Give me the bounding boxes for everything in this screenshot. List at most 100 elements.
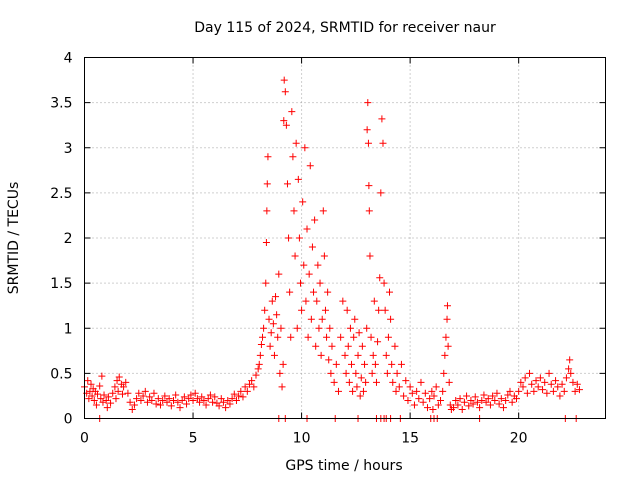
- data-point: [391, 342, 399, 350]
- y-tick-label: 3.5: [50, 96, 72, 112]
- data-point: [413, 387, 421, 395]
- data-point: [269, 320, 277, 328]
- data-point: [370, 297, 378, 305]
- data-point: [187, 391, 195, 399]
- data-point: [191, 389, 199, 397]
- data-point: [375, 306, 383, 314]
- data-point: [478, 396, 486, 404]
- data-point: [320, 252, 328, 260]
- data-point: [554, 383, 562, 391]
- data-point: [356, 392, 364, 400]
- x-tick-label: 20: [510, 431, 528, 447]
- data-point: [278, 383, 286, 391]
- data-point: [324, 288, 332, 296]
- data-point: [556, 392, 564, 400]
- data-point: [316, 279, 324, 287]
- data-point: [163, 398, 171, 406]
- data-point: [228, 395, 236, 403]
- data-point: [421, 389, 429, 397]
- data-point: [486, 401, 494, 409]
- data-point: [204, 395, 212, 403]
- data-point: [365, 182, 373, 190]
- data-point: [270, 351, 278, 359]
- data-point: [299, 198, 307, 206]
- data-point: [440, 369, 448, 377]
- data-point: [290, 207, 298, 215]
- data-point: [534, 383, 542, 391]
- data-point: [358, 342, 366, 350]
- data-point: [273, 311, 281, 319]
- data-point: [209, 398, 217, 406]
- data-point: [417, 378, 425, 386]
- data-point: [571, 387, 579, 395]
- data-point: [541, 378, 549, 386]
- data-point: [342, 369, 350, 377]
- data-point: [189, 396, 197, 404]
- data-point: [92, 401, 100, 409]
- data-point: [282, 121, 290, 129]
- data-point: [377, 189, 385, 197]
- data-point: [263, 180, 271, 188]
- data-point: [285, 234, 293, 242]
- data-point: [94, 390, 102, 398]
- data-point: [178, 396, 186, 404]
- data-point: [562, 374, 570, 382]
- data-point: [235, 392, 243, 400]
- data-point: [366, 252, 374, 260]
- data-point: [87, 380, 95, 388]
- data-point: [115, 373, 123, 381]
- data-point: [395, 383, 403, 391]
- data-point: [219, 398, 227, 406]
- data-point: [118, 390, 126, 398]
- data-point: [148, 396, 156, 404]
- x-tick-label: 5: [189, 431, 198, 447]
- data-point: [526, 369, 534, 377]
- y-tick-label: 3: [64, 141, 73, 157]
- data-point: [434, 401, 442, 409]
- data-point: [454, 401, 462, 409]
- data-point: [458, 405, 466, 413]
- data-point: [217, 395, 225, 403]
- data-point: [573, 380, 581, 388]
- data-point: [428, 387, 436, 395]
- data-point: [130, 401, 138, 409]
- data-point: [98, 372, 106, 380]
- data-point: [443, 315, 451, 323]
- data-point: [549, 387, 557, 395]
- data-point: [330, 378, 338, 386]
- y-tick-label: 0: [64, 412, 73, 428]
- data-point: [311, 216, 319, 224]
- data-point: [530, 387, 538, 395]
- data-point: [386, 288, 394, 296]
- data-point: [200, 396, 208, 404]
- data-point: [126, 398, 134, 406]
- data-point: [303, 225, 311, 233]
- data-point: [263, 207, 271, 215]
- data-point: [361, 360, 369, 368]
- data-point: [112, 395, 120, 403]
- data-point: [143, 398, 151, 406]
- data-point: [152, 400, 160, 408]
- data-point: [250, 383, 258, 391]
- data-point: [368, 369, 376, 377]
- data-point: [381, 306, 389, 314]
- data-point: [211, 393, 219, 401]
- data-point: [432, 383, 440, 391]
- data-point: [437, 396, 445, 404]
- data-point: [139, 392, 147, 400]
- data-point: [374, 338, 382, 346]
- data-point: [262, 279, 270, 287]
- data-point: [274, 333, 282, 341]
- data-point: [261, 306, 269, 314]
- y-axis-label: SRMTID / TECUs: [6, 182, 22, 295]
- data-point: [286, 288, 294, 296]
- data-point: [444, 342, 452, 350]
- data-point: [245, 380, 253, 388]
- data-point: [283, 180, 291, 188]
- data-point: [408, 389, 416, 397]
- x-tick-labels: 0 5 10 15 20: [80, 431, 528, 447]
- data-point: [426, 395, 434, 403]
- data-point: [402, 377, 410, 385]
- data-point: [473, 398, 481, 406]
